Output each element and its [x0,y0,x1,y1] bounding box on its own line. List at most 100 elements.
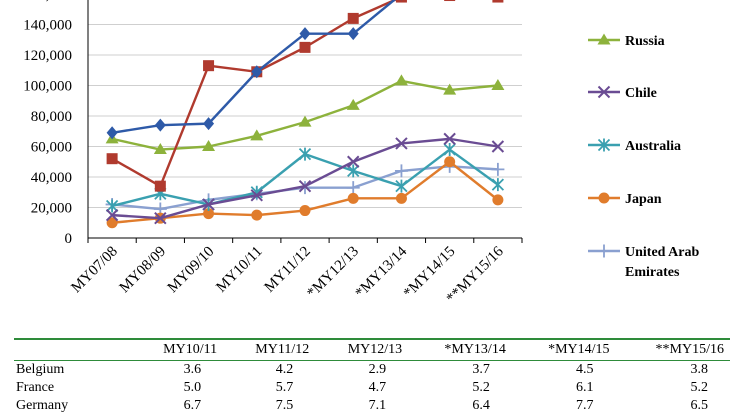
data-point [492,0,504,3]
data-point [395,192,407,204]
legend-item: Japan [588,192,662,207]
data-point [251,65,263,79]
table-header-cell [14,339,131,361]
table-cell: 3.8 [690,362,709,377]
data-point [347,12,359,24]
data-point [154,180,166,192]
data-point [598,192,610,204]
data-point [347,192,359,204]
y-tick-label: 80,000 [31,109,72,125]
data-point [106,126,118,140]
data-point [394,164,408,178]
data-point [298,115,312,127]
legend-label: Emirates [625,265,680,280]
y-tick-label: 120,000 [23,48,72,64]
x-tick-label: MY10/11 [213,244,265,296]
legend-item: Chile [588,85,657,101]
data-point [395,179,408,193]
data-point [203,208,215,220]
plot-area [105,0,505,229]
line-chart: 0 20,000 40,000 60,000 80,000 100,000 120,000 1… [23,0,700,307]
data-point [106,153,118,165]
table-row: Germany 6.7 7.5 7.1 6.4 7.7 6.5 [14,397,730,415]
data-point [250,129,264,141]
table-cell: 4.5 [576,362,594,377]
data-point [491,178,505,192]
data-point [444,0,456,2]
table-cell: 4.2 [275,362,294,377]
table-cell: 3.7 [472,362,490,377]
series-line [111,0,397,134]
x-tick-label: MY08/09 [117,244,170,297]
data-point [401,0,402,1]
data-point [154,211,167,225]
table-cell: 2.9 [368,362,387,377]
data-point [443,132,456,146]
data-point [202,198,215,211]
legend-item: Australia [588,138,681,154]
data-point [347,164,360,178]
legend-item: United Arab Emirates [588,244,700,280]
data-point [346,98,360,110]
data-point [202,140,216,151]
y-tick-label: 160,000 [23,0,72,3]
table-cell: 6.5 [690,398,709,413]
legend-label: Russia [625,34,665,49]
data-point [251,209,263,221]
data-point [153,143,167,155]
table-cell: 6.1 [576,380,594,395]
chart-svg: 0 20,000 40,000 60,000 80,000 100,000 120,000 1… [23,0,700,307]
data-point [106,217,118,229]
data-point [443,143,456,157]
data-point [298,147,312,161]
table-cell: 5.2 [472,380,490,395]
data-point [395,0,407,3]
data-point [394,74,408,86]
data-point [597,244,611,258]
data-point [597,85,611,99]
table-header-cell: MY10/11 [163,342,218,357]
legend-item: Russia [588,33,665,49]
data-point [298,179,312,193]
table-header-cell: *MY13/14 [444,342,506,357]
table-cell: 5.0 [183,380,202,395]
data-point [346,181,360,195]
data-point [250,189,263,202]
table-cell: 6.7 [183,398,202,413]
y-tick-label: 0 [65,231,73,247]
data-point [443,83,457,95]
table-header-cell: MY12/13 [347,342,403,357]
x-tick-label: MY09/10 [165,244,218,297]
data-point [299,41,311,53]
country-cell: Germany [16,398,69,413]
data-point [347,155,360,168]
table-cell: 6.4 [472,398,490,413]
y-tick-label: 60,000 [31,140,72,156]
data-point [347,27,359,41]
data-point [105,199,119,213]
table-header-row: MY10/11 MY11/12 MY12/13 *MY13/14 *MY14/1… [14,339,730,361]
data-point [395,137,408,150]
table-cell: 7.5 [275,398,294,413]
table-cell: 4.7 [368,380,387,395]
y-tick-label: 40,000 [31,170,72,186]
table-row: Belgium 3.6 4.2 2.9 3.7 4.5 3.8 [14,361,730,380]
data-point [491,162,505,176]
data-point [299,27,311,41]
y-tick-label: 100,000 [23,79,72,95]
country-cell: Belgium [16,362,65,377]
country-cell: France [16,380,55,395]
x-tick-label: MY07/08 [68,244,121,297]
table-cell: 7.7 [576,398,594,413]
data-point [203,117,215,131]
data-point [597,33,611,45]
data-table: MY10/11 MY11/12 MY12/13 *MY13/14 *MY14/1… [14,338,730,415]
data-point [491,79,505,90]
data-point [492,194,504,206]
y-tick-label: 20,000 [31,201,72,217]
data-point [444,156,456,168]
data-point [203,60,215,72]
data-point [299,205,311,217]
legend-label: United Arab [625,245,700,260]
x-tick-label: *MY12/13 [304,244,362,302]
